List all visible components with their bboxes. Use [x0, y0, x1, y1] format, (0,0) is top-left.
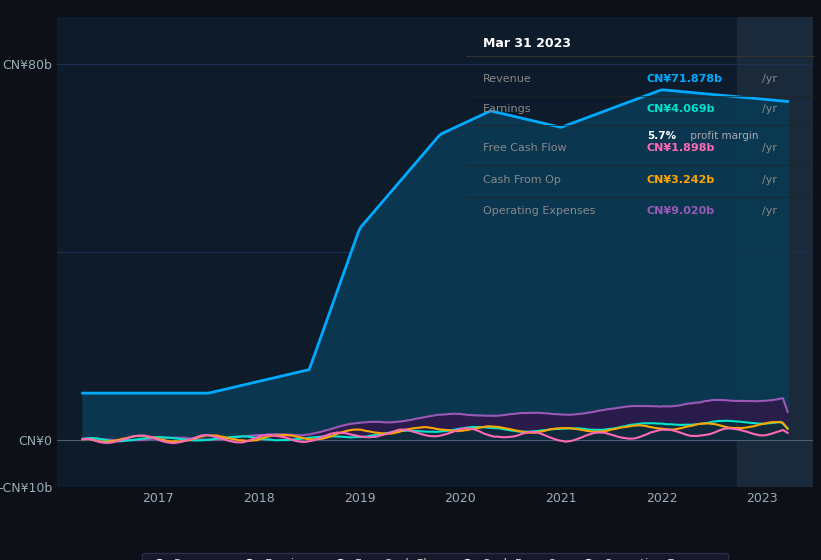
Legend: Revenue, Earnings, Free Cash Flow, Cash From Op, Operating Expenses: Revenue, Earnings, Free Cash Flow, Cash …: [143, 553, 727, 560]
Text: Earnings: Earnings: [483, 104, 531, 114]
Text: CN¥1.898b: CN¥1.898b: [647, 143, 715, 153]
Text: CN¥9.020b: CN¥9.020b: [647, 207, 715, 216]
Text: CN¥4.069b: CN¥4.069b: [647, 104, 715, 114]
Text: 5.7%: 5.7%: [647, 131, 676, 141]
Text: Cash From Op: Cash From Op: [483, 175, 561, 185]
Text: Revenue: Revenue: [483, 74, 532, 84]
Text: Free Cash Flow: Free Cash Flow: [483, 143, 566, 153]
Text: /yr: /yr: [762, 143, 777, 153]
Text: CN¥3.242b: CN¥3.242b: [647, 175, 715, 185]
Text: Mar 31 2023: Mar 31 2023: [483, 37, 571, 50]
Text: Operating Expenses: Operating Expenses: [483, 207, 595, 216]
Text: /yr: /yr: [762, 74, 777, 84]
Bar: [737, 17, 813, 487]
Text: profit margin: profit margin: [687, 131, 759, 141]
Text: /yr: /yr: [762, 207, 777, 216]
Text: CN¥71.878b: CN¥71.878b: [647, 74, 723, 84]
Text: /yr: /yr: [762, 104, 777, 114]
Text: /yr: /yr: [762, 175, 777, 185]
